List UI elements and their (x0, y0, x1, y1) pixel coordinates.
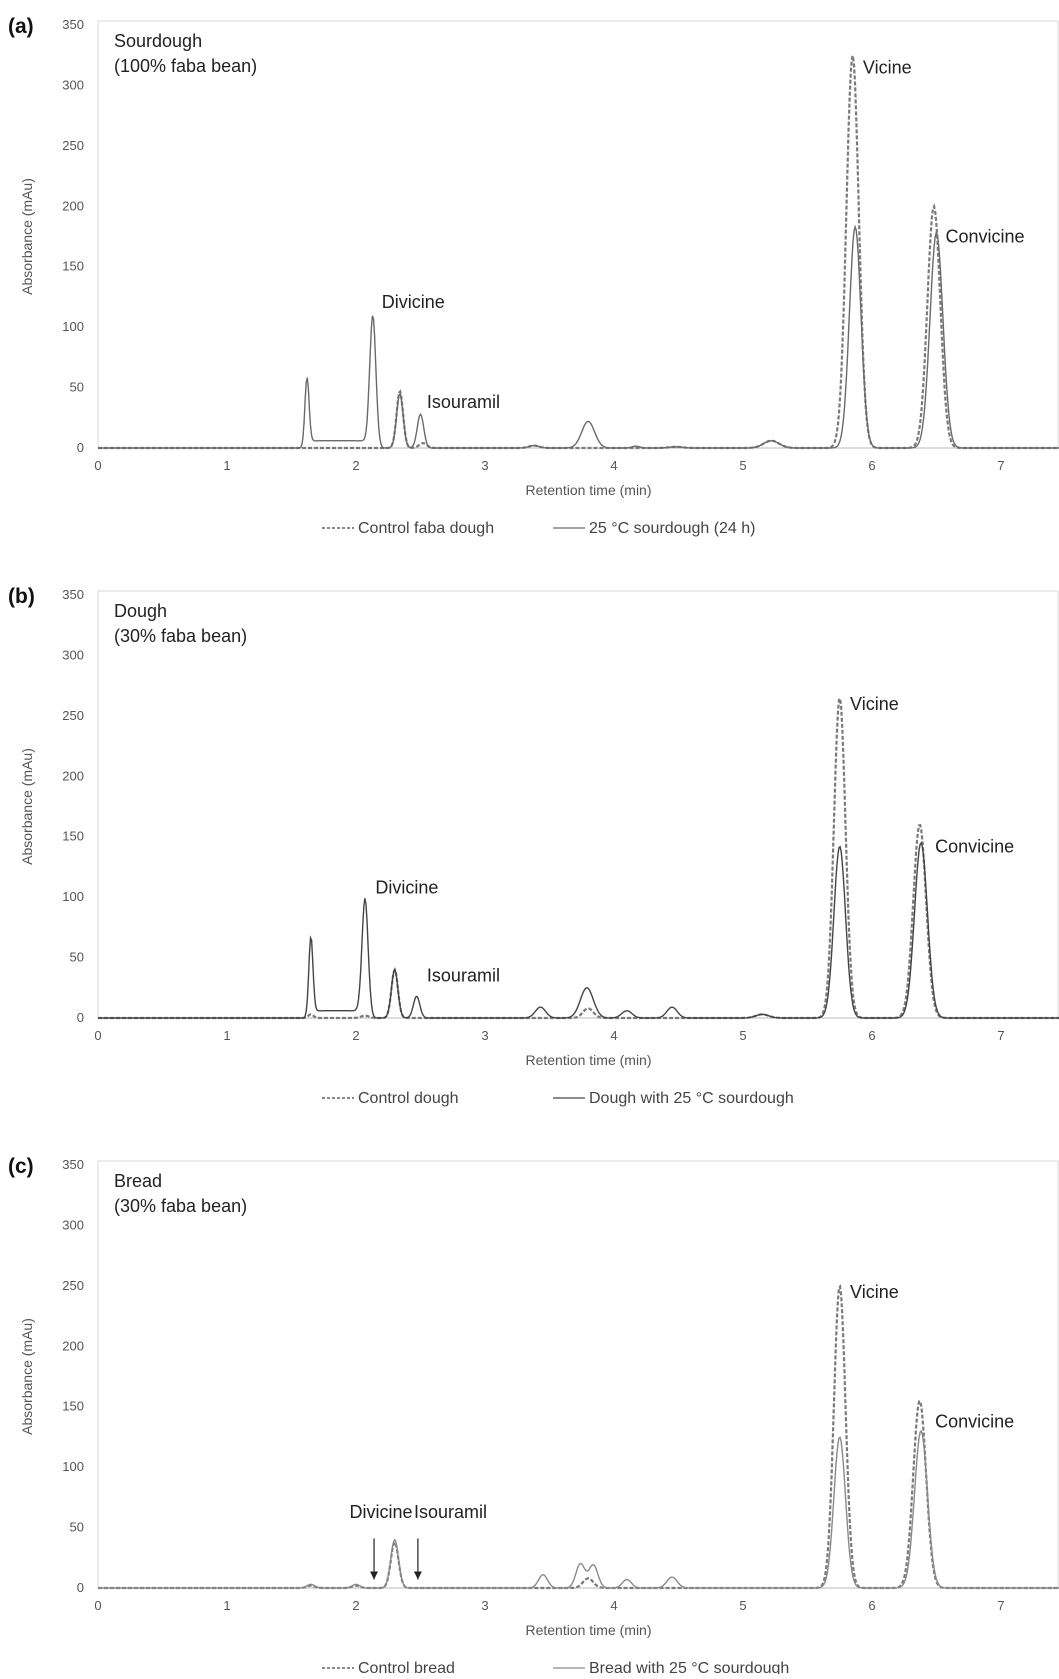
y-tick-label-b: 150 (62, 829, 84, 844)
y-tick-label-c: 50 (70, 1520, 84, 1535)
y-axis-title-b: Absorbance (mAu) (19, 748, 35, 865)
y-tick-label-a: 50 (70, 380, 84, 395)
x-tick-label-a: 2 (352, 458, 359, 473)
peak-annotation-c: Vicine (850, 1282, 899, 1302)
chart-c-svg: 0 50 100 150 200 250 300 350 0 1 2 3 4 5 6 7 Retention t… (8, 1155, 1059, 1677)
peak-annotation-b: Convicine (935, 836, 1014, 856)
y-tick-label-b: 250 (62, 708, 84, 723)
peak-annotation-c: Divicine (350, 1502, 413, 1522)
series-line-c-2 (98, 1429, 1059, 1589)
x-tick-label-b: 3 (481, 1028, 488, 1043)
x-axis-title-c: Retention time (min) (525, 1622, 651, 1638)
panel-b-dough: 0 50 100 150 200 250 300 350 0 1 2 3 4 5 6 7 Retention t… (0, 570, 1059, 1130)
x-tick-label-b: 6 (868, 1028, 875, 1043)
legend-label-a-1: Control faba dough (358, 520, 494, 537)
x-tick-label-c: 0 (94, 1598, 101, 1613)
y-tick-label-a: 100 (62, 319, 84, 334)
y-tick-label-c: 250 (62, 1278, 84, 1293)
legend-label-c-1: Control bread (358, 1660, 455, 1674)
y-tick-label-a: 200 (62, 198, 84, 213)
x-tick-label-b: 0 (94, 1028, 101, 1043)
y-tick-label-c: 0 (77, 1580, 84, 1595)
y-tick-label-b: 100 (62, 889, 84, 904)
legend-label-b-1: Control dough (358, 1090, 459, 1107)
panel-label-a: (a) (8, 15, 34, 38)
y-tick-label-c: 200 (62, 1338, 84, 1353)
y-tick-label-b: 50 (70, 950, 84, 965)
arrow-head-c (370, 1571, 379, 1580)
x-tick-label-a: 5 (739, 458, 746, 473)
chart-b-svg: 0 50 100 150 200 250 300 350 0 1 2 3 4 5 6 7 Retention t… (8, 585, 1059, 1107)
y-axis-title-a: Absorbance (mAu) (19, 178, 35, 295)
y-tick-label-a: 300 (62, 77, 84, 92)
x-axis-title-b: Retention time (min) (525, 1052, 651, 1068)
y-tick-label-a: 350 (62, 17, 84, 32)
x-tick-label-c: 5 (739, 1598, 746, 1613)
panel-c-bread: 0 50 100 150 200 250 300 350 0 1 2 3 4 5 6 7 Retention t… (0, 1140, 1059, 1677)
chart-subtitle-line-c: (30% faba bean) (114, 1196, 247, 1216)
x-tick-label-b: 4 (610, 1028, 617, 1043)
series-line-c-1 (98, 1283, 1059, 1590)
chart-subtitle-line-c: Bread (114, 1171, 162, 1191)
peak-annotation-a: Divicine (382, 292, 445, 312)
x-tick-label-c: 1 (223, 1598, 230, 1613)
series-line-b-1 (98, 695, 1059, 1020)
x-axis-title-a: Retention time (min) (525, 482, 651, 498)
x-tick-label-a: 7 (997, 458, 1004, 473)
arrow-head-c (413, 1571, 422, 1580)
y-tick-label-a: 150 (62, 259, 84, 274)
x-tick-label-b: 5 (739, 1028, 746, 1043)
chart-subtitle-line-b: Dough (114, 601, 167, 621)
y-tick-label-a: 250 (62, 138, 84, 153)
peak-annotation-c: Convicine (935, 1411, 1014, 1431)
x-tick-label-b: 2 (352, 1028, 359, 1043)
series-line-a-2 (98, 224, 1059, 449)
chart-a-svg: 0 50 100 150 200 250 300 350 0 1 2 3 4 5 6 7 Retention t… (8, 15, 1059, 537)
y-tick-label-b: 0 (77, 1010, 84, 1025)
peak-annotation-a: Convicine (945, 227, 1024, 247)
series-line-b-2 (98, 841, 1059, 1019)
legend-label-c-2: Bread with 25 °C sourdough (589, 1660, 789, 1674)
chart-subtitle-line-b: (30% faba bean) (114, 626, 247, 646)
series-line-a-1 (98, 55, 1059, 450)
y-tick-label-c: 150 (62, 1399, 84, 1414)
y-tick-label-c: 100 (62, 1459, 84, 1474)
panel-label-c: (c) (8, 1155, 34, 1178)
x-tick-label-a: 1 (223, 458, 230, 473)
panel-a-sourdough: 0 50 100 150 200 250 300 350 0 1 2 3 4 5 6 7 Retention t… (0, 0, 1059, 560)
peak-annotation-b: Divicine (375, 878, 438, 898)
plot-frame-b (97, 590, 1059, 1019)
x-tick-label-b: 7 (997, 1028, 1004, 1043)
x-tick-label-c: 2 (352, 1598, 359, 1613)
y-tick-label-b: 300 (62, 647, 84, 662)
chart-subtitle-line-a: Sourdough (114, 31, 202, 51)
y-axis-title-c: Absorbance (mAu) (19, 1318, 35, 1435)
y-tick-label-b: 200 (62, 768, 84, 783)
legend-label-a-2: 25 °C sourdough (24 h) (589, 520, 756, 537)
y-tick-label-c: 300 (62, 1217, 84, 1232)
y-tick-label-a: 0 (77, 440, 84, 455)
peak-annotation-a: Isouramil (427, 392, 500, 412)
x-tick-label-c: 3 (481, 1598, 488, 1613)
x-tick-label-a: 3 (481, 458, 488, 473)
peak-annotation-a: Vicine (863, 57, 912, 77)
plot-frame-a (97, 20, 1059, 449)
x-tick-label-b: 1 (223, 1028, 230, 1043)
chart-subtitle-line-a: (100% faba bean) (114, 56, 257, 76)
x-tick-label-a: 6 (868, 458, 875, 473)
x-tick-label-a: 4 (610, 458, 617, 473)
peak-annotation-b: Vicine (850, 694, 899, 714)
panel-label-b: (b) (8, 585, 35, 608)
x-tick-label-a: 0 (94, 458, 101, 473)
y-tick-label-c: 350 (62, 1157, 84, 1172)
legend-label-b-2: Dough with 25 °C sourdough (589, 1090, 794, 1107)
y-tick-label-b: 350 (62, 587, 84, 602)
x-tick-label-c: 6 (868, 1598, 875, 1613)
plot-frame-c (97, 1160, 1059, 1589)
x-tick-label-c: 4 (610, 1598, 617, 1613)
peak-annotation-b: Isouramil (427, 966, 500, 986)
x-tick-label-c: 7 (997, 1598, 1004, 1613)
peak-annotation-c: Isouramil (414, 1502, 487, 1522)
